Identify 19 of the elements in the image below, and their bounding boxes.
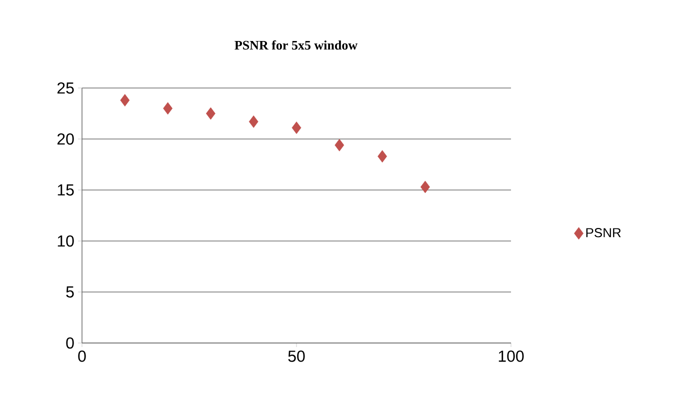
y-tick-label: 10 bbox=[58, 235, 74, 247]
point bbox=[420, 180, 430, 194]
chart-title: PSNR for 5x5 window bbox=[234, 40, 358, 50]
x-tick-label: 50 bbox=[288, 350, 305, 362]
y-tick-label: 0 bbox=[66, 337, 74, 349]
y-tick-label: 25 bbox=[57, 82, 74, 94]
y-tick-label: 15 bbox=[58, 184, 74, 196]
x-tick-label: 0 bbox=[78, 350, 86, 362]
legend-label: PSNR bbox=[586, 228, 621, 238]
x-tick-label: 100 bbox=[498, 350, 524, 362]
point bbox=[163, 102, 173, 115]
point bbox=[378, 150, 388, 163]
point bbox=[206, 107, 216, 120]
point bbox=[120, 94, 130, 106]
y-tick-label: 20 bbox=[57, 133, 74, 145]
point bbox=[248, 115, 258, 128]
y-tick-label: 5 bbox=[66, 286, 74, 298]
point bbox=[292, 122, 302, 134]
point bbox=[334, 138, 344, 152]
